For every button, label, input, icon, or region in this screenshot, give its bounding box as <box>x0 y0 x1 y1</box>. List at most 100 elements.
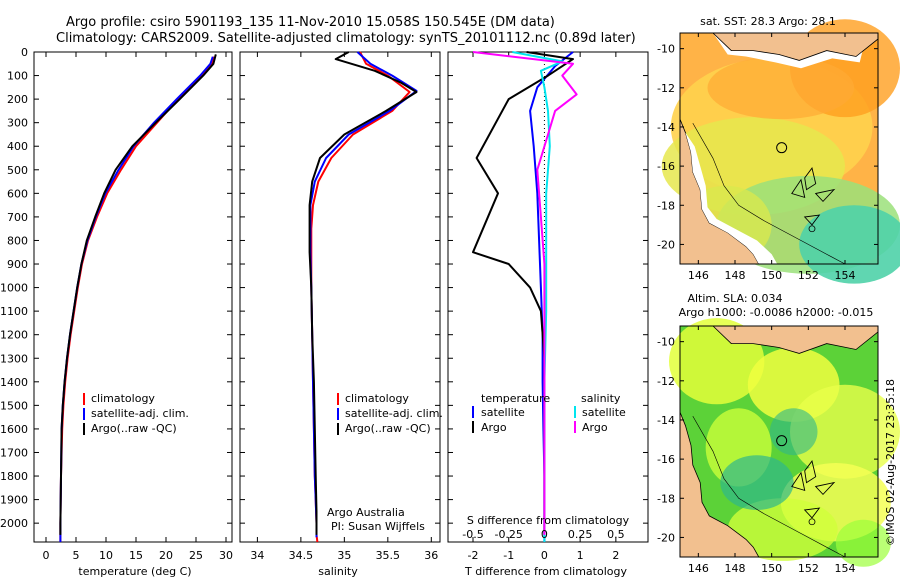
legend-label-s-satellite: satellite <box>582 406 626 419</box>
map-y-tick-label: -12 <box>657 375 675 388</box>
header-line2: Climatology: CARS2009. Satellite-adjuste… <box>56 31 636 46</box>
argo-position-marker <box>776 142 788 154</box>
pi-text: PI: Susan Wijffels <box>331 520 425 533</box>
map-y-tick-label: -16 <box>657 453 675 466</box>
series-line-argo-raw-qc- <box>59 54 217 535</box>
salinity-xlabel: salinity <box>318 565 358 578</box>
x-tick-label: 34 <box>250 549 264 562</box>
plot-frame <box>447 51 649 543</box>
t-diff-xlabel: T difference from climatology <box>464 565 627 578</box>
secondary-marker <box>808 225 816 233</box>
reef-outline <box>814 188 836 203</box>
map-frame <box>679 32 879 265</box>
map-y-tick-label: -10 <box>657 336 675 349</box>
legend-title-salinity: salinity <box>581 392 621 405</box>
map-x-tick-label: 148 <box>725 562 746 575</box>
x-tick-label: 10 <box>99 549 113 562</box>
map-x-tick-label: 146 <box>688 562 709 575</box>
y-tick-label: 1800 <box>0 470 28 483</box>
reef-outline <box>803 507 821 519</box>
s-tick-label: -0.5 <box>462 528 483 541</box>
s-diff-label: S difference from climatology <box>467 514 630 527</box>
y-tick-label: 700 <box>7 211 28 224</box>
temperature-legend: climatology satellite-adj. clim. Argo(..… <box>83 392 189 435</box>
map-y-tick-label: -12 <box>657 82 675 95</box>
map-x-tick-label: 154 <box>835 562 856 575</box>
s-tick-label: 0.25 <box>568 528 593 541</box>
map-y-tick-label: -20 <box>657 531 675 544</box>
map-x-tick-label: 152 <box>798 269 819 282</box>
map-y-tick-label: -16 <box>657 160 675 173</box>
legend-label-satellite: satellite-adj. clim. <box>345 407 443 420</box>
field-patch <box>720 455 794 511</box>
x-tick-label: 0 <box>541 549 548 562</box>
map-x-tick-label: 152 <box>798 562 819 575</box>
legend-label-argo: Argo(..raw -QC) <box>91 422 177 435</box>
x-tick-label: 35.5 <box>376 549 401 562</box>
reef-outline <box>804 167 817 191</box>
salinity-panel: 34 34.5 35 35.5 36 <box>239 51 441 562</box>
y-tick-label: 200 <box>7 93 28 106</box>
plot-frame <box>239 51 441 543</box>
series-line-s-argo <box>472 51 578 535</box>
y-tick-label: 1100 <box>0 305 28 318</box>
field-patch <box>769 408 818 456</box>
y-tick-label: 0 <box>21 46 28 59</box>
series-line-s-satellite <box>512 51 564 542</box>
argo-australia-text: Argo Australia <box>327 506 405 519</box>
difference-legend: temperature satellite Argo salinity sate… <box>472 392 626 434</box>
y-tick-label: 500 <box>7 164 28 177</box>
map-y-tick-label: -14 <box>657 121 675 134</box>
map-y-tick-label: -18 <box>657 199 675 212</box>
x-tick-label: 36 <box>424 549 438 562</box>
y-tick-label: 2000 <box>0 517 28 530</box>
y-tick-label: 1600 <box>0 423 28 436</box>
temperature-panel: 0 5 10 15 20 25 300100200300400500600700800900… <box>0 46 233 562</box>
map-frame <box>679 325 879 558</box>
x-tick-label: -2 <box>468 549 479 562</box>
sla-subtitle: Argo h1000: -0.0086 h2000: -0.015 <box>679 306 874 319</box>
x-tick-label: 35 <box>337 549 351 562</box>
salinity-legend: climatology satellite-adj. clim. Argo(..… <box>337 392 443 435</box>
y-tick-label: 100 <box>7 70 28 83</box>
legend-label-s-argo: Argo <box>582 421 608 434</box>
y-tick-label: 1200 <box>0 329 28 342</box>
sst-map: 146 148 150 152 154 -10 -12 -14 -16 -18 -20 <box>657 19 900 284</box>
s-tick-label: 0.5 <box>607 528 625 541</box>
legend-label-climatology: climatology <box>345 392 409 405</box>
x-tick-label: 30 <box>219 549 233 562</box>
series-line-argo-raw-qc- <box>308 51 418 535</box>
x-tick-label: 25 <box>189 549 203 562</box>
y-tick-label: 900 <box>7 258 28 271</box>
map-y-tick-label: -18 <box>657 492 675 505</box>
legend-label-t-argo: Argo <box>481 421 507 434</box>
map-y-tick-label: -14 <box>657 414 675 427</box>
sla-title: Altim. SLA: 0.034 <box>687 292 782 305</box>
temperature-xlabel: temperature (deg C) <box>78 565 191 578</box>
y-tick-label: 1000 <box>0 282 28 295</box>
field-patch <box>790 384 900 479</box>
x-tick-label: 20 <box>159 549 173 562</box>
map-x-tick-label: 146 <box>688 269 709 282</box>
y-tick-label: 1700 <box>0 446 28 459</box>
field-patch <box>835 519 891 567</box>
x-tick-label: 5 <box>73 549 80 562</box>
reef-outline <box>803 214 821 226</box>
legend-label-climatology: climatology <box>91 392 155 405</box>
y-tick-label: 1900 <box>0 494 28 507</box>
reef-outline <box>791 178 806 199</box>
legend-label-t-satellite: satellite <box>481 406 525 419</box>
plot-frame <box>33 51 233 543</box>
map-x-tick-label: 150 <box>761 269 782 282</box>
legend-label-argo: Argo(..raw -QC) <box>345 422 431 435</box>
x-tick-label: -1 <box>503 549 514 562</box>
series-line-t-argo <box>472 51 574 535</box>
reef-outline <box>791 471 806 492</box>
map-y-tick-label: -10 <box>657 43 675 56</box>
difference-panel: -2 -1 0 1 2 -0.5 -0.25 0 0.25 0.5 <box>447 51 649 562</box>
series-line-satellite-adj-clim- <box>59 56 214 542</box>
field-patch <box>727 498 838 561</box>
y-tick-label: 800 <box>7 234 28 247</box>
missing-data-strip <box>685 132 778 264</box>
